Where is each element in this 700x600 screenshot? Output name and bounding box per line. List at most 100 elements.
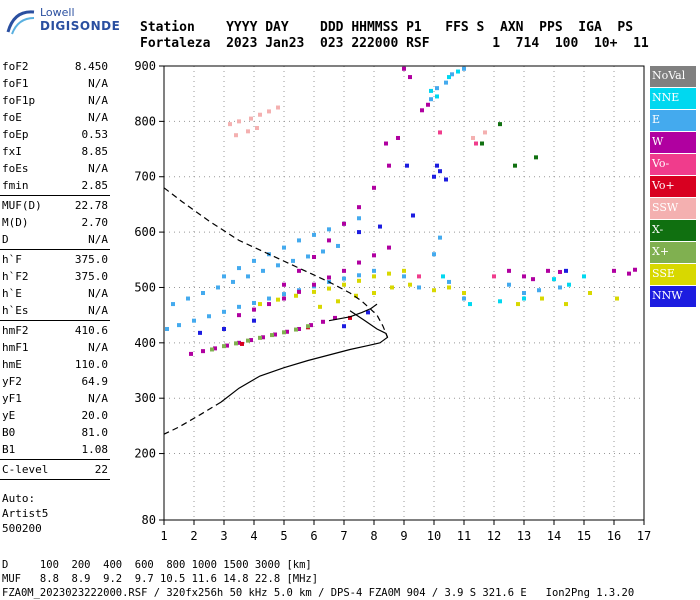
- logo-lowell: Lowell: [40, 6, 75, 19]
- data-point: [321, 319, 325, 324]
- param-divider: [0, 320, 110, 321]
- param-value: 375.0: [74, 253, 108, 266]
- data-point: [327, 227, 331, 232]
- data-point: [396, 135, 400, 140]
- data-point: [438, 130, 442, 135]
- data-point: [552, 277, 556, 282]
- series-x: [210, 324, 310, 352]
- data-point: [471, 135, 475, 140]
- data-point: [411, 213, 415, 218]
- data-point: [297, 268, 301, 273]
- legend-item-ssw: SSW: [650, 198, 696, 220]
- data-point: [372, 185, 376, 190]
- data-point: [408, 75, 412, 80]
- data-point: [372, 268, 376, 273]
- param-value: 64.9: [81, 375, 109, 388]
- data-point: [291, 258, 295, 263]
- param-row-b0: B0 81.0: [0, 424, 112, 441]
- data-point: [261, 268, 265, 273]
- footer: D 100 200 400 600 800 1000 1500 3000 [km…: [2, 558, 634, 600]
- data-point: [294, 293, 298, 298]
- param-value: N/A: [88, 162, 108, 175]
- data-point: [429, 97, 433, 102]
- data-point: [435, 86, 439, 91]
- data-point: [420, 108, 424, 113]
- data-point: [480, 141, 484, 146]
- data-point: [564, 268, 568, 273]
- data-point: [201, 349, 205, 354]
- footer-file-info: FZA0M_2023023222000.RSF / 320fx256h 50 k…: [2, 587, 635, 599]
- param-label: yF2: [2, 375, 22, 388]
- param-label: D: [2, 233, 9, 246]
- data-point: [615, 296, 619, 301]
- data-point: [402, 274, 406, 279]
- data-point: [312, 289, 316, 294]
- footer-distance-row: D 100 200 400 600 800 1000 1500 3000 [km…: [2, 559, 312, 571]
- data-point: [357, 273, 361, 278]
- param-divider: [0, 459, 110, 460]
- x-tick-label: 16: [607, 529, 621, 543]
- param-row-foe: foE N/A: [0, 109, 112, 126]
- param-value: N/A: [88, 233, 108, 246]
- series-sse: [258, 268, 619, 309]
- param-label: foF1p: [2, 94, 36, 107]
- data-point: [513, 163, 517, 168]
- data-point: [438, 169, 442, 174]
- param-row-fof1p: foF1p N/A: [0, 92, 112, 109]
- y-tick-label: 900: [134, 59, 156, 73]
- x-tick-label: 12: [487, 529, 501, 543]
- data-point: [483, 130, 487, 135]
- logo-arc-icon: [6, 10, 35, 35]
- data-point: [237, 119, 241, 124]
- param-row-h-f: h`F 375.0: [0, 251, 112, 268]
- param-label: foEs: [2, 162, 29, 175]
- profile-dashed-lower: [163, 401, 222, 435]
- param-row-hmf1: hmF1 N/A: [0, 339, 112, 356]
- param-value: 375.0: [74, 270, 108, 283]
- data-point: [282, 292, 286, 297]
- data-point: [312, 282, 316, 287]
- data-point: [252, 258, 256, 263]
- data-point: [252, 300, 256, 305]
- x-tick-label: 8: [370, 529, 377, 543]
- data-point: [558, 269, 562, 274]
- series-w: [189, 66, 637, 356]
- data-point: [189, 351, 193, 356]
- data-points: [165, 66, 637, 356]
- param-value: N/A: [88, 94, 108, 107]
- data-point: [309, 323, 313, 328]
- data-point: [447, 75, 451, 80]
- y-tick-label: 500: [134, 280, 156, 294]
- param-divider: [0, 195, 110, 196]
- data-point: [294, 327, 298, 332]
- station-header: Station YYYY DAY DDD HHMMSS P1 FFS S AXN…: [140, 20, 649, 52]
- data-point: [258, 335, 262, 340]
- profile-dashed-upper: [163, 187, 389, 338]
- param-label: h`F: [2, 253, 22, 266]
- data-point: [237, 304, 241, 309]
- data-point: [357, 230, 361, 235]
- x-tick-label: 2: [190, 529, 197, 543]
- param-row-m-d-: M(D) 2.70: [0, 214, 112, 231]
- legend-item-nnw: NNW: [650, 286, 696, 308]
- density-profile: [163, 187, 389, 435]
- data-point: [474, 141, 478, 146]
- data-point: [249, 116, 253, 121]
- data-point: [387, 271, 391, 276]
- data-point: [342, 282, 346, 287]
- param-row-d: D N/A: [0, 231, 112, 248]
- data-point: [285, 329, 289, 334]
- data-point: [297, 289, 301, 294]
- x-tick-label: 3: [220, 529, 227, 543]
- data-point: [627, 271, 631, 276]
- data-point: [327, 275, 331, 280]
- data-point: [270, 333, 274, 338]
- data-point: [282, 296, 286, 301]
- param-row-fxi: fxI 8.85: [0, 143, 112, 160]
- data-point: [207, 314, 211, 319]
- x-tick-label: 17: [637, 529, 651, 543]
- param-row-yf1: yF1 N/A: [0, 390, 112, 407]
- data-point: [354, 293, 358, 298]
- data-point: [252, 318, 256, 323]
